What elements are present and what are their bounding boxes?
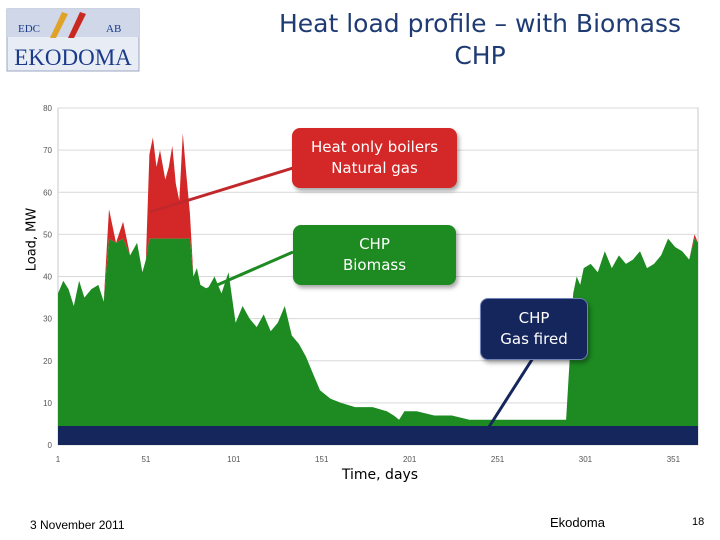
y-tick-label: 40 (43, 273, 52, 282)
y-tick-label: 80 (43, 104, 52, 113)
x-tick-label: 101 (227, 455, 241, 464)
y-tick-label: 70 (43, 146, 52, 155)
y-tick-label: 10 (43, 399, 52, 408)
footer-organization: Ekodoma (550, 515, 605, 530)
leader-line-chp-biomass (191, 250, 294, 298)
leader-line-heat-only (149, 166, 294, 214)
x-tick-label: 301 (579, 455, 593, 464)
flame-icon (68, 12, 86, 38)
y-tick-label: 0 (48, 441, 53, 450)
footer-date: 3 November 2011 (30, 518, 125, 532)
x-tick-label: 51 (141, 455, 150, 464)
logo-small-left: EDC (18, 23, 40, 35)
ekodoma-logo: EDC AB EKODOMA (6, 8, 140, 72)
leader-line-chp-gas (485, 357, 535, 431)
callout-chp-biomass: CHP Biomass (293, 225, 456, 285)
callout-heat-only-boilers: Heat only boilers Natural gas (292, 128, 457, 188)
title-line-2: CHP (454, 41, 506, 70)
x-tick-label: 151 (315, 455, 329, 464)
y-tick-label: 60 (43, 188, 52, 197)
callout-chp-gas: CHP Gas fired (480, 298, 588, 360)
x-tick-label: 251 (491, 455, 505, 464)
y-tick-label: 20 (43, 357, 52, 366)
x-tick-label: 1 (56, 455, 61, 464)
title-line-1: Heat load profile – with Biomass (278, 9, 682, 38)
logo-text: EKODOMA (14, 45, 132, 70)
x-axis-label: Time, days (341, 467, 419, 483)
y-tick-label: 30 (43, 315, 52, 324)
x-tick-label: 351 (667, 455, 681, 464)
y-axis-label: Load, MW (24, 207, 40, 272)
x-tick-label: 201 (403, 455, 417, 464)
series-area-chp-gas (58, 426, 698, 445)
page-title: Heat load profile – with Biomass CHP (250, 8, 710, 72)
page-number: 18 (692, 516, 705, 528)
y-tick-label: 50 (43, 230, 52, 239)
flame-icon (50, 12, 68, 38)
logo-small-right: AB (106, 23, 121, 35)
